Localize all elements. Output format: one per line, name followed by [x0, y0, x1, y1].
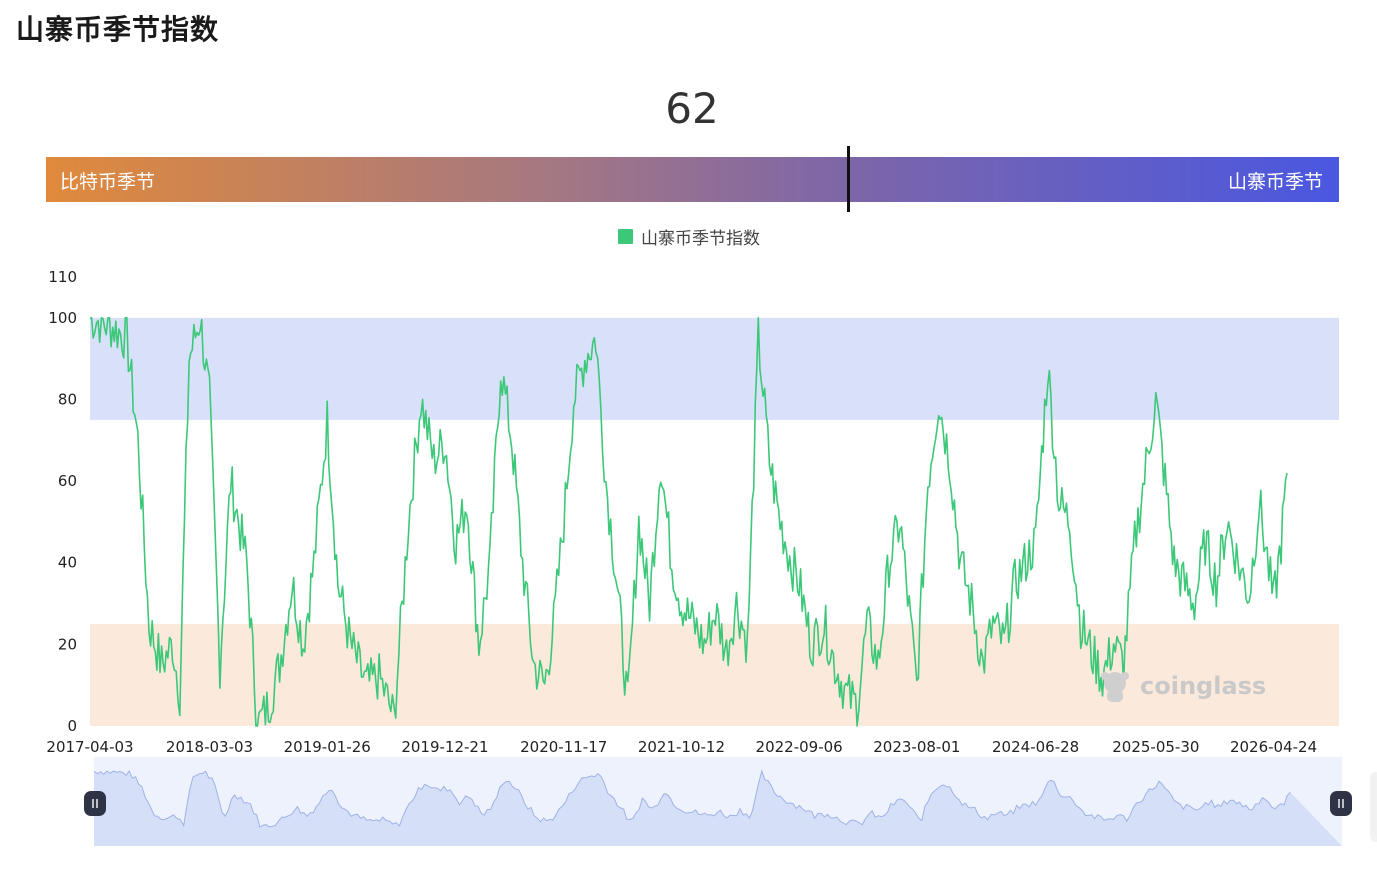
- y-tick-label: 110: [48, 268, 77, 286]
- x-tick-label: 2022-09-06: [756, 738, 843, 756]
- coinglass-watermark: coinglass: [1140, 672, 1267, 700]
- x-tick-label: 2019-01-26: [284, 738, 371, 756]
- altcoin-season-label: 山寨币季节: [1227, 171, 1323, 193]
- x-tick-label: 2026-04-24: [1230, 738, 1317, 756]
- page-title: 山寨币季节指数: [16, 13, 220, 46]
- y-tick-label: 0: [67, 717, 77, 735]
- y-tick-label: 40: [58, 554, 77, 572]
- side-panel-tab[interactable]: [1370, 772, 1377, 842]
- x-tick-label: 2020-11-17: [520, 738, 607, 756]
- x-tick-label: 2019-12-21: [401, 738, 488, 756]
- chart-bands: [90, 317, 1339, 726]
- zoom-slider-preview-area: [94, 771, 1342, 846]
- x-tick-label: 2017-04-03: [46, 738, 133, 756]
- x-tick-label: 2023-08-01: [873, 738, 960, 756]
- legend-label: 山寨币季节指数: [641, 229, 760, 249]
- bitcoin-season-label: 比特币季节: [60, 171, 156, 193]
- zoom-slider-left-handle[interactable]: [84, 791, 106, 816]
- x-tick-label: 2018-03-03: [166, 738, 253, 756]
- chart-legend[interactable]: 山寨币季节指数: [618, 224, 760, 249]
- x-tick-label: 2025-05-30: [1112, 738, 1199, 756]
- series-line-altseason-index: [89, 317, 1288, 727]
- y-tick-label: 100: [48, 309, 77, 327]
- y-tick-label: 80: [58, 390, 77, 408]
- x-axis: 2017-04-03 2018-03-03 2019-01-26 2019-12-21…: [46, 738, 1317, 756]
- coinglass-logo-icon: [1101, 672, 1129, 702]
- zoom-slider-preview-line: [93, 769, 1291, 828]
- y-tick-label: 60: [58, 472, 77, 490]
- y-axis: 0 20 40 60 80 100 110: [48, 268, 77, 735]
- current-index-value: 62: [665, 84, 719, 133]
- x-tick-label: 2024-06-28: [992, 738, 1079, 756]
- zoom-slider-right-handle[interactable]: [1330, 791, 1352, 816]
- x-tick-label: 2021-10-12: [638, 738, 725, 756]
- legend-swatch: [618, 229, 633, 244]
- season-marker: [847, 146, 850, 212]
- band-altcoin-season: [90, 317, 1339, 420]
- season-gradient-bar: 比特币季节 山寨币季节: [46, 157, 1339, 202]
- y-tick-label: 20: [58, 635, 77, 653]
